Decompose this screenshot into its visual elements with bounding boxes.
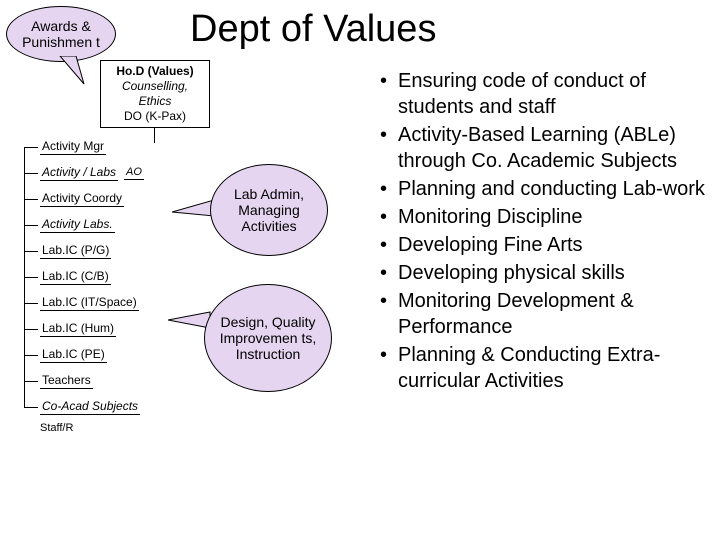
org-row-label: Lab.IC (Hum)	[40, 321, 116, 337]
org-row: Activity Coordy	[10, 186, 210, 212]
org-row: Activity Mgr	[10, 134, 210, 160]
org-row-label: Lab.IC (C/B)	[40, 269, 111, 285]
callout-design-text: Design, Quality Improvemen ts, Instructi…	[211, 314, 325, 362]
org-row: Co-Acad Subjects	[10, 394, 210, 420]
page-title: Dept of Values	[190, 8, 436, 51]
bullet-list: Ensuring code of conduct of students and…	[376, 68, 706, 396]
org-staff: Staff/R	[40, 422, 210, 434]
org-row-label: Lab.IC (PE)	[40, 347, 107, 363]
org-chart: Ho.D (Values) Counselling, Ethics DO (K-…	[10, 60, 210, 434]
org-list: Activity Mgr Activity / Labs AOActivity Co…	[10, 134, 210, 420]
bullet-item: Planning & Conducting Extra-curricular A…	[376, 342, 706, 394]
org-row: Lab.IC (PE)	[10, 342, 210, 368]
org-head-l2: Counselling, Ethics	[105, 79, 205, 109]
org-head-l1: Ho.D (Values)	[105, 64, 205, 79]
callout-design: Design, Quality Improvemen ts, Instructi…	[204, 284, 332, 392]
org-row-label: Lab.IC (P/G)	[40, 243, 111, 259]
org-row: Lab.IC (P/G)	[10, 238, 210, 264]
org-row: Activity / Labs AO	[10, 160, 210, 186]
org-row: Teachers	[10, 368, 210, 394]
org-row-sub: AO	[124, 166, 144, 180]
org-row-label: Activity Labs.	[40, 217, 115, 233]
org-row-label: Activity / Labs	[40, 165, 118, 181]
org-row-label: Teachers	[40, 373, 93, 389]
bullet-item: Planning and conducting Lab-work	[376, 176, 706, 202]
bullet-item: Monitoring Discipline	[376, 204, 706, 230]
org-row-label: Activity Mgr	[40, 139, 106, 155]
bullet-item: Monitoring Development & Performance	[376, 288, 706, 340]
bullet-item: Developing Fine Arts	[376, 232, 706, 258]
org-row-label: Lab.IC (IT/Space)	[40, 295, 139, 311]
org-row-label: Activity Coordy	[40, 191, 124, 207]
org-row: Lab.IC (IT/Space)	[10, 290, 210, 316]
org-row: Lab.IC (Hum)	[10, 316, 210, 342]
callout-lab-admin: Lab Admin, Managing Activities	[210, 164, 328, 256]
org-head: Ho.D (Values) Counselling, Ethics DO (K-…	[100, 60, 210, 128]
org-head-l3: DO (K-Pax)	[105, 109, 205, 124]
org-row: Lab.IC (C/B)	[10, 264, 210, 290]
bullet-item: Developing physical skills	[376, 260, 706, 286]
org-row: Activity Labs.	[10, 212, 210, 238]
callout-lab-admin-text: Lab Admin, Managing Activities	[217, 186, 321, 234]
bullet-item: Ensuring code of conduct of students and…	[376, 68, 706, 120]
bullet-item: Activity-Based Learning (ABLe) through C…	[376, 122, 706, 174]
org-row-label: Co-Acad Subjects	[40, 399, 140, 415]
callout-awards: Awards & Punishmen t	[6, 6, 116, 62]
callout-awards-text: Awards & Punishmen t	[13, 18, 109, 50]
